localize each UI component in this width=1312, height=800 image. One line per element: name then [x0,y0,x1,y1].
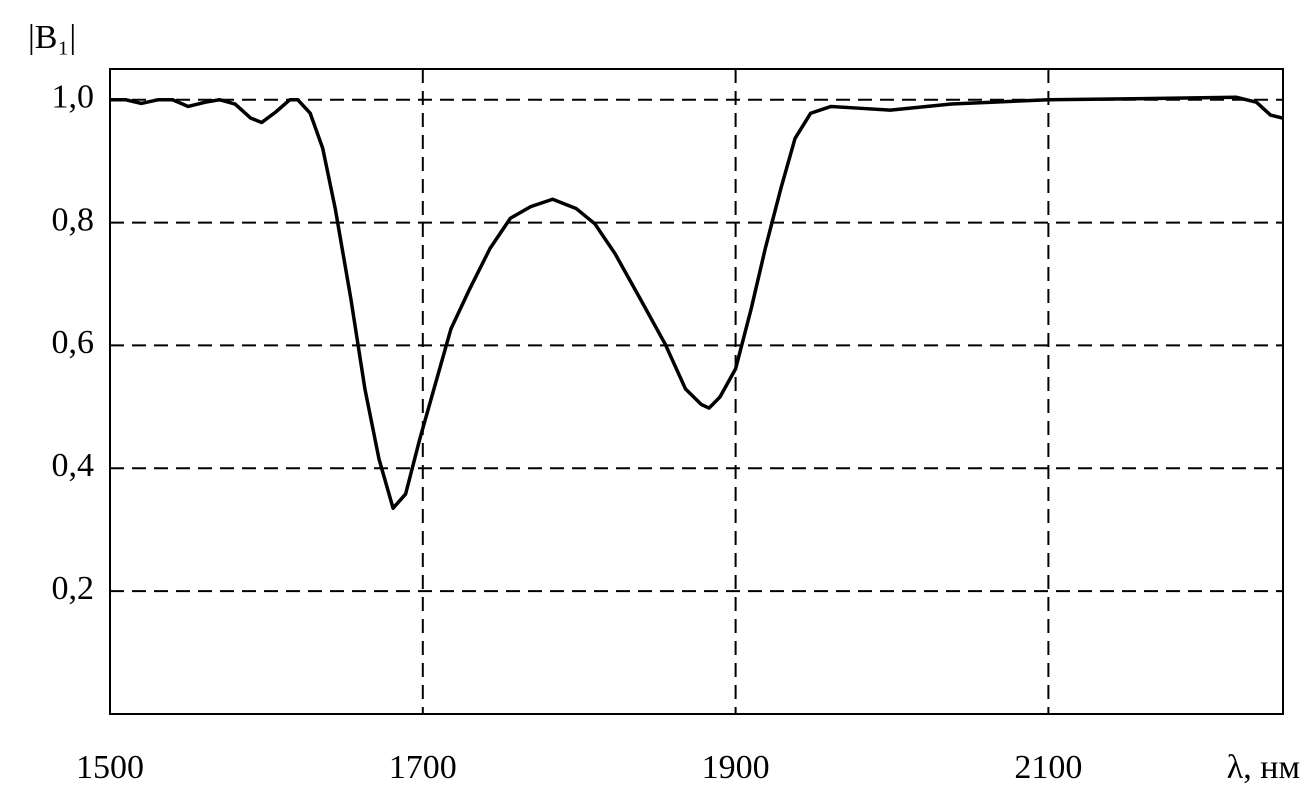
line-series [110,95,1284,510]
y-tick-label: 0,6 [52,324,95,361]
x-tick-label: 1500 [76,749,144,786]
x-tick-label: 1900 [702,749,770,786]
y-tick-label: 0,2 [52,570,95,607]
y-tick-label: 0,4 [52,447,95,484]
y-tick-label: 0,8 [52,201,95,238]
x-tick-label: 1700 [389,749,457,786]
plot-frame [109,68,1284,715]
x-axis-label: λ, нм [1227,749,1300,786]
x-tick-label: 2100 [1014,749,1082,786]
y-axis-label: |B₁| [28,19,76,56]
y-tick-label: 1,0 [52,79,95,116]
